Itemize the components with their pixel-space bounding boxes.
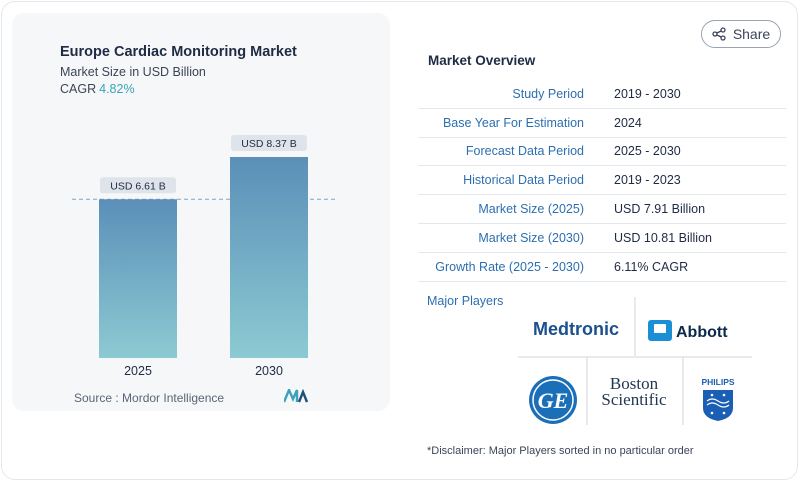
chart-subtitle: Market Size in USD Billion [60, 65, 206, 79]
overview-value: 6.11% CAGR [614, 259, 689, 274]
share-icon [712, 27, 726, 41]
overview-label: Forecast Data Period [465, 144, 584, 159]
philips-logo: PHILIPS [701, 377, 735, 421]
abbott-logo: Abbott [648, 320, 728, 341]
chart-title: Europe Cardiac Monitoring Market [60, 44, 297, 60]
overview-value: 2025 - 2030 [614, 144, 681, 159]
data-label: USD 8.37 B [241, 138, 296, 150]
overview-value: 2019 - 2030 [614, 86, 681, 101]
cagr-value: 4.82% [99, 82, 135, 96]
data-label-box [231, 135, 307, 151]
share-button[interactable]: Share [701, 20, 781, 48]
overview-value: USD 7.91 Billion [614, 202, 706, 217]
svg-text:GE: GE [538, 388, 569, 413]
overview-row: Study Period 2019 - 2030 [418, 80, 786, 109]
medtronic-logo: Medtronic [533, 319, 619, 339]
boston-scientific-line1: Boston [610, 374, 659, 393]
share-label: Share [732, 26, 771, 42]
overview-row: Market Size (2030) USD 10.81 Billion [418, 224, 786, 253]
x-tick-label: 2025 [124, 364, 152, 378]
overview-value: USD 10.81 Billion [614, 230, 712, 245]
overview-value: 2024 [614, 115, 642, 130]
x-tick-label: 2030 [255, 364, 283, 378]
overview-label: Study Period [512, 86, 584, 101]
overview-row: Market Size (2025) USD 7.91 Billion [418, 195, 786, 224]
overview-title: Market Overview [428, 53, 536, 68]
overview-label: Growth Rate (2025 - 2030) [435, 259, 584, 274]
source-note: Source : Mordor Intelligence [74, 391, 225, 405]
overview-label: Market Size (2030) [478, 230, 584, 245]
overview-row: Growth Rate (2025 - 2030) 6.11% CAGR [418, 253, 786, 282]
chart-cagr: CAGR 4.82% [60, 82, 135, 96]
overview-row: Historical Data Period 2019 - 2023 [418, 166, 786, 196]
ge-logo: GE [529, 376, 577, 424]
disclaimer: *Disclaimer: Major Players sorted in no … [427, 445, 694, 457]
chart-card [12, 13, 390, 411]
mordor-intelligence-logo [284, 389, 308, 403]
overview-label: Historical Data Period [463, 173, 584, 188]
bar-2030 [230, 157, 308, 358]
overview-table: Study Period 2019 - 2030 Base Year For Es… [418, 80, 786, 282]
overview-row: Forecast Data Period 2025 - 2030 [418, 138, 786, 167]
overview-label: Market Size (2025) [478, 202, 584, 217]
data-label-box [100, 177, 176, 194]
bar-2025 [99, 199, 177, 358]
boston-scientific-line2: Scientific [601, 390, 667, 409]
bar-chart: USD 6.61 B 2025 USD 8.37 B 2030 [72, 135, 336, 378]
major-players-title: Major Players [427, 294, 504, 308]
abbott-wordmark: Abbott [676, 324, 728, 341]
philips-wordmark: PHILIPS [701, 377, 734, 387]
overview-row: Base Year For Estimation 2024 [418, 109, 786, 138]
cagr-label: CAGR [60, 82, 97, 96]
boston-scientific-logo: Boston Scientific [601, 374, 667, 409]
overview-value: 2019 - 2023 [614, 173, 681, 188]
overview-label: Base Year For Estimation [442, 115, 584, 130]
data-label: USD 6.61 B [110, 180, 165, 192]
